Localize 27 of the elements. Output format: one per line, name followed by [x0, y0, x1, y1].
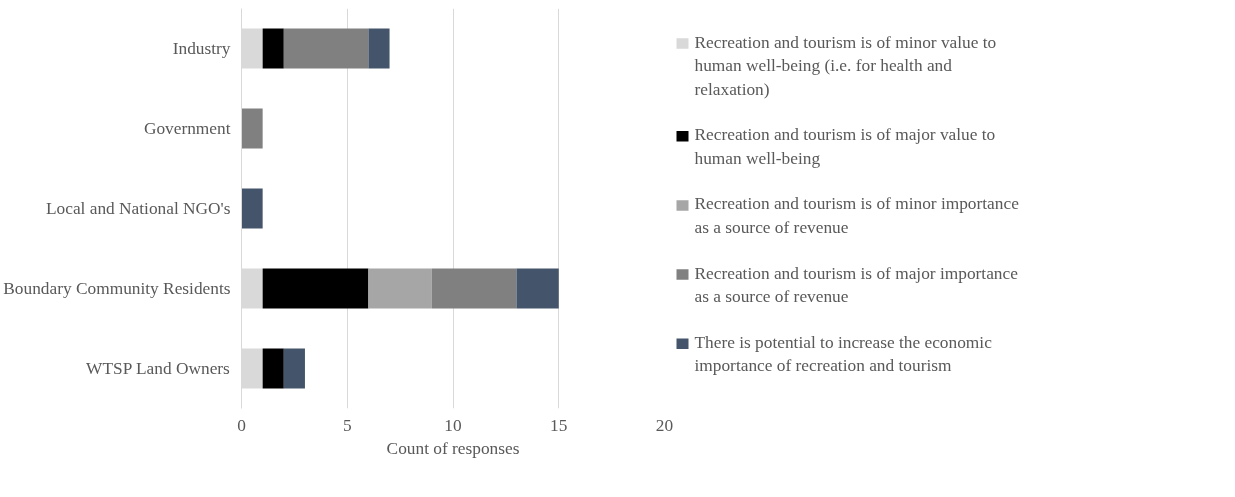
- y-tick-label: Government: [143, 119, 231, 138]
- legend-label: Recreation and tourism is of major value to human well-being: [694, 125, 996, 168]
- y-tick-label: Local and National NGO's: [45, 199, 231, 218]
- bar: [241, 188, 263, 229]
- bar: [262, 268, 369, 309]
- x-axis-title: Count of responses: [386, 438, 520, 458]
- legend-label: Recreation and tourism is of minor importance as a source of revenue: [694, 194, 1020, 238]
- x-tick-label: 15: [550, 415, 568, 435]
- legend-label: There is potential to increase the economic importance of recreation and tourism: [694, 332, 993, 376]
- bar: [368, 28, 390, 69]
- bar: [283, 348, 305, 389]
- bar: [283, 28, 369, 69]
- bar: [431, 268, 517, 309]
- x-tick-label: 5: [342, 415, 352, 435]
- bar: [262, 28, 284, 69]
- legend-label: Recreation and tourism is of minor value to human well-being (i.e. for health and relaxation): [694, 32, 997, 99]
- legend-label: Recreation and tourism is of major importance as a source of revenue: [694, 263, 1019, 307]
- x-tick-label: 0: [237, 415, 246, 435]
- bar: [368, 268, 432, 309]
- y-tick-label: WTSP Land Owners: [86, 359, 231, 378]
- bar: [516, 268, 559, 309]
- bar: [262, 348, 284, 389]
- y-tick-label: Boundary Community Residents: [3, 279, 231, 298]
- x-tick-label: 10: [444, 415, 462, 435]
- x-tick-label: 20: [655, 415, 674, 435]
- y-tick-label: Industry: [172, 39, 231, 58]
- bar: [241, 108, 263, 149]
